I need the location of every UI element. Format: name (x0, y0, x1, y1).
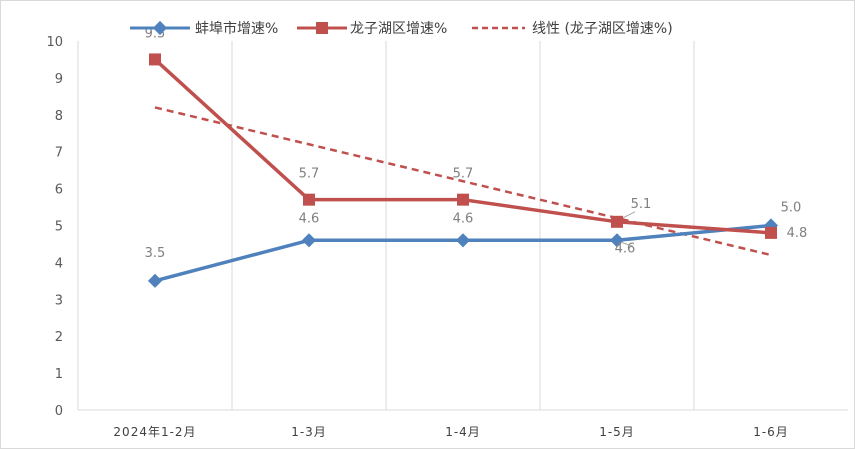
y-tick-label: 4 (55, 256, 63, 271)
y-tick-label: 0 (55, 404, 63, 419)
y-tick-label: 1 (55, 367, 63, 382)
data-label: 5.7 (453, 167, 474, 182)
legend-label-longzihu: 龙子湖区增速% (350, 21, 447, 37)
axis-layer: 0 1 2 3 4 5 6 7 8 9 10 2024年1-2月 1-3月 1-4月 1-5月 1-6月 (46, 35, 848, 439)
trendline (154, 106, 772, 257)
legend-marker-longzihu (316, 22, 328, 34)
data-point-0 (455, 233, 471, 248)
data-label: 4.6 (453, 211, 474, 226)
x-tick-label: 2024年1-2月 (113, 425, 196, 439)
data-point-1 (611, 215, 623, 228)
data-point-0 (301, 233, 317, 248)
data-label: 5.1 (631, 197, 652, 212)
series-line-1 (153, 58, 772, 235)
data-point-1 (765, 226, 777, 239)
x-tick-label: 1-5月 (599, 425, 635, 439)
legend-label-bengbu: 蚌埠市增速% (195, 20, 278, 37)
data-point-1 (149, 53, 161, 66)
data-label: 3.5 (145, 246, 166, 261)
legend: 蚌埠市增速% 龙子湖区增速% 线性 (龙子湖区增速%) (130, 20, 673, 37)
data-point-0 (147, 273, 163, 288)
grid-layer (231, 41, 695, 410)
data-point-0 (609, 233, 625, 248)
y-tick-label: 7 (55, 146, 63, 161)
data-point-1 (303, 193, 315, 206)
series-layer (147, 53, 779, 288)
data-label: 4.8 (787, 226, 808, 241)
data-label-layer: 3.54.6 4.64.65.09.55.7 5.75.14.8 (145, 26, 808, 260)
x-tick-label: 1-3月 (291, 425, 327, 439)
leader-line (622, 211, 636, 219)
legend-label-trendline: 线性 (龙子湖区增速%) (532, 21, 673, 37)
data-point-1 (457, 193, 469, 206)
x-tick-label: 1-6月 (753, 425, 789, 439)
y-tick-label: 2 (55, 330, 63, 345)
data-label: 4.6 (299, 211, 320, 226)
y-tick-label: 6 (55, 183, 63, 198)
data-label: 5.7 (299, 167, 320, 182)
y-tick-label: 5 (55, 220, 63, 235)
x-tick-label: 1-4月 (445, 425, 481, 439)
y-tick-label: 3 (55, 293, 63, 308)
y-tick-label: 9 (55, 72, 63, 87)
data-label: 5.0 (781, 201, 802, 216)
y-tick-label: 8 (55, 109, 63, 124)
y-tick-label: 10 (46, 35, 63, 50)
leader-line (620, 241, 634, 247)
